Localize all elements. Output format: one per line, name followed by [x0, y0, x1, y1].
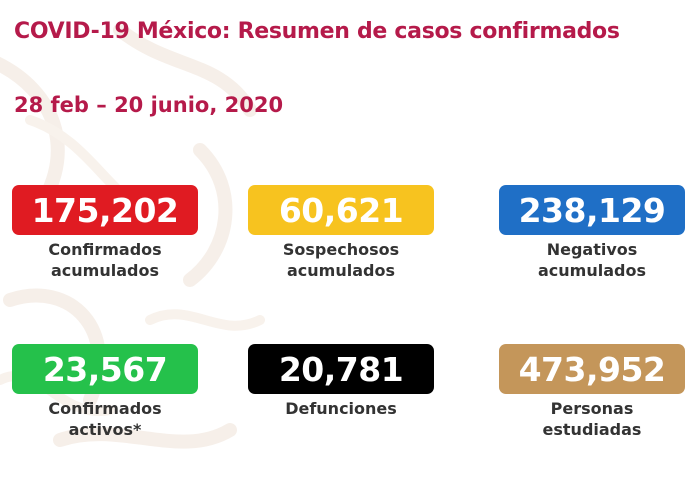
stat-label: Personas estudiadas [499, 398, 685, 440]
stat-label: Negativos acumulados [499, 239, 685, 281]
stat-defunciones: 20,781 Defunciones [248, 344, 434, 419]
stat-value: 60,621 [248, 185, 434, 235]
stat-label: Confirmados acumulados [12, 239, 198, 281]
stat-label-line: Confirmados [48, 399, 162, 418]
stat-negativos-acumulados: 238,129 Negativos acumulados [499, 185, 685, 281]
stat-value: 473,952 [499, 344, 685, 394]
stat-confirmados-acumulados: 175,202 Confirmados acumulados [12, 185, 198, 281]
page-title: COVID-19 México: Resumen de casos confir… [14, 19, 620, 44]
stat-personas-estudiadas: 473,952 Personas estudiadas [499, 344, 685, 440]
stat-label-line: acumulados [51, 261, 159, 280]
stat-label-line: Personas [550, 399, 634, 418]
date-range: 28 feb – 20 junio, 2020 [14, 93, 284, 117]
stat-value: 23,567 [12, 344, 198, 394]
stat-label: Defunciones [248, 398, 434, 419]
stat-label-line: activos* [68, 420, 142, 439]
stat-label: Sospechosos acumulados [248, 239, 434, 281]
stat-label-line: acumulados [287, 261, 395, 280]
stat-label-line: Confirmados [48, 240, 162, 259]
stat-sospechosos-acumulados: 60,621 Sospechosos acumulados [248, 185, 434, 281]
stat-label-line: Negativos [546, 240, 638, 259]
stat-label-line: Defunciones [285, 399, 397, 418]
stat-value: 175,202 [12, 185, 198, 235]
stat-label-line: acumulados [538, 261, 646, 280]
stat-value: 20,781 [248, 344, 434, 394]
stat-label: Confirmados activos* [12, 398, 198, 440]
stat-label-line: Sospechosos [282, 240, 400, 259]
stat-label-line: estudiadas [542, 420, 642, 439]
stat-value: 238,129 [499, 185, 685, 235]
stat-confirmados-activos: 23,567 Confirmados activos* [12, 344, 198, 440]
